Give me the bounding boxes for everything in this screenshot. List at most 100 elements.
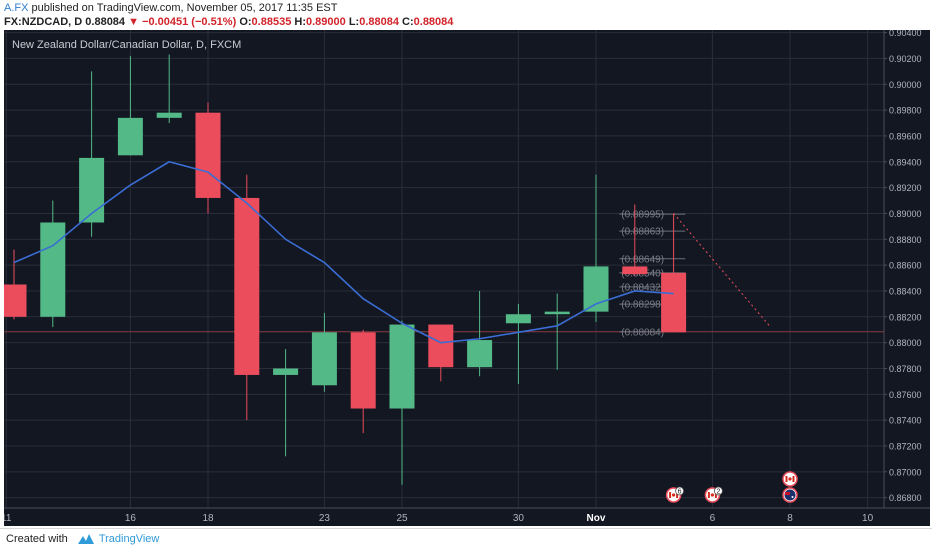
candle [4, 249, 27, 320]
price-tick-label: 0.89600 [889, 131, 922, 141]
last-price: 0.88084 [85, 16, 126, 28]
tradingview-logo-icon [77, 534, 94, 545]
candle-body [583, 266, 609, 312]
fib-level-label: (0.88432) [621, 282, 664, 293]
low-label: L: [348, 16, 360, 28]
price-tick-label: 0.87000 [889, 467, 922, 477]
flag-band-right [676, 492, 679, 498]
footer: Created with TradingView [0, 528, 932, 551]
candle-body [622, 266, 648, 275]
time-tick-label: 11 [4, 513, 12, 524]
chart-background [4, 30, 930, 526]
open-label: O: [239, 16, 252, 28]
fib-level-label: (0.88649) [621, 254, 664, 265]
candle [234, 174, 260, 421]
event-count-badge [675, 486, 684, 496]
high-label: H: [294, 16, 306, 28]
candle-body [505, 314, 531, 324]
time-tick-label: 25 [396, 513, 408, 524]
time-tick-label: 6 [710, 513, 716, 524]
price-tick-label: 0.88200 [889, 312, 922, 322]
candle [311, 312, 337, 392]
canada-flag-icon [782, 471, 798, 487]
candle [428, 324, 454, 382]
candle-body [40, 222, 66, 317]
candle [117, 55, 143, 156]
candle [350, 329, 376, 434]
flag-leaf [672, 493, 676, 497]
fib-level-label: (0.88995) [621, 210, 664, 221]
price-tick-label: 0.86800 [889, 493, 922, 503]
canada-flag-icon: 2 [704, 486, 723, 503]
candle-body [467, 340, 493, 368]
price-tick-label: 0.89800 [889, 106, 922, 116]
footer-text: Created with TradingView [6, 533, 159, 545]
candle [79, 71, 105, 237]
candle-body [234, 197, 260, 375]
change-arrow-icon: ▼ [128, 16, 139, 28]
close-value: 0.88084 [413, 16, 454, 28]
close-label: C: [402, 16, 414, 28]
time-tick-label: 8 [787, 513, 793, 524]
time-tick-label: 23 [319, 513, 331, 524]
candle [156, 54, 182, 124]
flag-band-right [792, 476, 795, 482]
australia-flag-icon [782, 487, 798, 503]
low-value: 0.88084 [359, 16, 399, 28]
candle-body [544, 311, 570, 315]
symbol-line: FX:NZDCAD, D 0.88084 ▼ −0.00451 (−0.51%)… [4, 16, 453, 28]
candle-body [428, 324, 454, 368]
fib-level-label: (0.88298) [621, 300, 664, 311]
flag-band-left [785, 476, 788, 482]
candle-body [311, 332, 337, 386]
time-tick-label: 18 [202, 513, 214, 524]
chart-header: A.FX published on TradingView.com, Novem… [0, 0, 932, 30]
candle [505, 303, 531, 384]
candle-body [389, 324, 415, 409]
price-tick-label: 0.89400 [889, 157, 922, 167]
price-tick-label: 0.90400 [889, 30, 922, 38]
chart-title: New Zealand Dollar/Canadian Dollar, D, F… [12, 39, 241, 51]
time-tick-label: 16 [125, 513, 137, 524]
price-tick-label: 0.87200 [889, 441, 922, 451]
created-with-label: Created with [6, 533, 68, 545]
fib-level-label: (0.88863) [621, 227, 664, 238]
candle-body [350, 332, 376, 409]
candle-body [4, 284, 27, 317]
candle-body [195, 112, 221, 198]
price-tick-label: 0.88800 [889, 235, 922, 245]
flag-star [791, 496, 794, 498]
event-count-label: 2 [716, 489, 720, 496]
flag-leaf [710, 493, 715, 497]
fib-level-label: (0.88084) [621, 327, 664, 338]
tradingview-brand[interactable]: TradingView [98, 533, 160, 545]
flag-leaf [788, 477, 792, 481]
price-tick-label: 0.88600 [889, 261, 922, 271]
price-tick-label: 0.88400 [889, 286, 922, 296]
candle [195, 102, 221, 214]
time-tick-label: Nov [587, 513, 606, 524]
candle [661, 213, 687, 333]
price-tick-label: 0.87400 [889, 416, 922, 426]
high-value: 0.89000 [305, 16, 346, 28]
time-tick-label: 30 [513, 513, 525, 524]
open-value: 0.88535 [251, 16, 292, 28]
candle-body [156, 112, 182, 118]
candle [467, 290, 493, 377]
canada-flag-icon: 6 [665, 486, 684, 503]
moving-average-line [13, 160, 674, 344]
author-link[interactable]: A.FX [4, 2, 29, 14]
price-tick-label: 0.87800 [889, 364, 922, 374]
flag-union [785, 492, 790, 495]
price-tick-label: 0.89200 [889, 183, 922, 193]
price-tick-label: 0.89000 [889, 209, 922, 219]
candles [4, 54, 687, 485]
publish-info: published on TradingView.com, November 0… [28, 2, 338, 14]
event-count-label: 6 [678, 489, 682, 496]
flag-band-left [669, 492, 672, 498]
candlestick-chart[interactable]: 0.90400 0.90200 0.90000 0.89800 0.89600 0.894… [4, 30, 930, 526]
candle [273, 349, 299, 457]
time-axis-labels: 11 16 18 23 25 30 Nov 6 8 10 [4, 513, 874, 524]
candle [622, 204, 648, 276]
